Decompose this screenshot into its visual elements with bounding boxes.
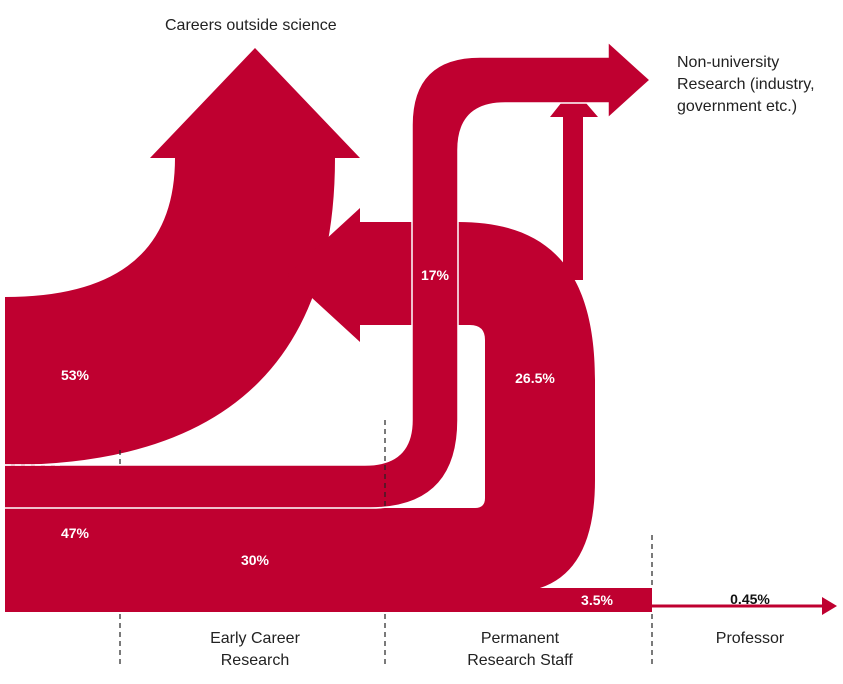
stage-label: Research	[221, 652, 289, 669]
staff-to-industry-arrow	[550, 88, 598, 280]
flow-label: 30%	[241, 552, 270, 568]
flow-label: 17%	[421, 267, 450, 283]
staff-to-outside-arrow	[287, 208, 412, 342]
flow-label: 26.5%	[515, 370, 555, 386]
flow-label: 0.45%	[730, 591, 770, 607]
flow-label: 3.5%	[581, 592, 613, 608]
stage-label: Professor	[716, 630, 785, 647]
outside-science-flow	[5, 48, 360, 465]
early-to-industry-flow	[5, 40, 652, 509]
stage-label: Permanent	[481, 630, 560, 647]
destination-label: Careers outside science	[165, 17, 337, 34]
flow-label: 53%	[61, 367, 90, 383]
stage-label: Research Staff	[467, 652, 573, 669]
stage-label: Early Career	[210, 630, 300, 647]
flow-label: 47%	[61, 525, 90, 541]
destination-label: government etc.)	[677, 98, 797, 115]
destination-label: Non-university	[677, 54, 779, 71]
professor-arrowhead	[822, 597, 837, 615]
destination-label: Research (industry,	[677, 76, 815, 93]
staff-flow	[5, 222, 652, 612]
early-band-fill	[5, 466, 120, 507]
